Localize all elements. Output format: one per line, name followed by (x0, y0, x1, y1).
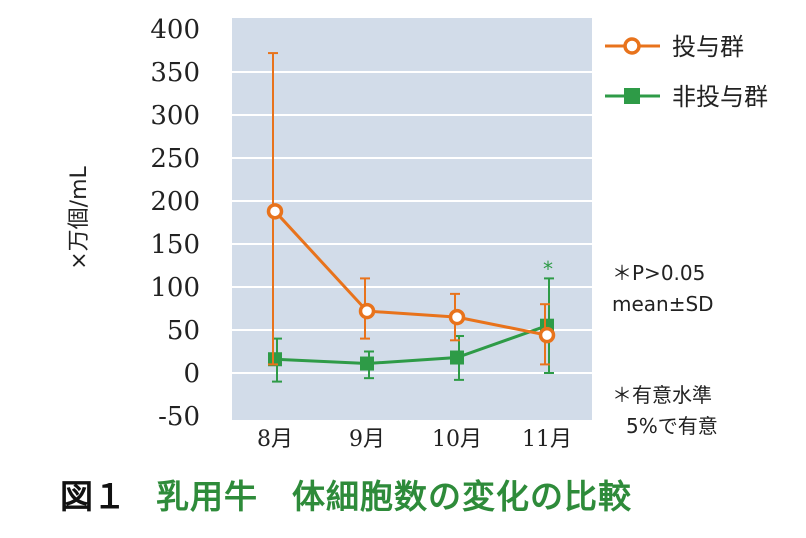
y-tick-label: 400 (150, 15, 200, 45)
legend-marker-undosed (624, 88, 640, 104)
y-tick-label: 350 (150, 58, 200, 88)
legend-label-undosed: 非投与群 (672, 83, 768, 111)
data-point (538, 326, 556, 344)
note-mean-sd: mean±SD (612, 292, 714, 316)
significance-marker: * (543, 257, 553, 281)
series-layer (266, 52, 556, 383)
y-axis-label: ×万個/mL (67, 165, 92, 269)
y-tick-label: 0 (183, 359, 200, 389)
data-point (448, 308, 466, 326)
x-tick-label: 11月 (522, 427, 572, 452)
x-tick-label: 10月 (432, 427, 482, 452)
legend: 投与群 非投与群 (605, 33, 768, 111)
y-tick-label: 250 (150, 144, 200, 174)
data-point (360, 356, 374, 371)
series-line (273, 210, 548, 337)
note-p-value: ＊P>0.05 (612, 261, 705, 285)
figure-number: 図１ (60, 477, 126, 516)
data-point (266, 203, 284, 220)
figure-title: 乳用牛 体細胞数の変化の比較 (156, 477, 632, 516)
legend-marker-dosed (623, 37, 641, 55)
chart: 400 350 300 250 200 150 100 50 0 -50 8月 9月 10月 11月 ×… (67, 15, 768, 452)
y-tick-label: 150 (150, 230, 200, 260)
data-point (358, 302, 376, 320)
series-dosed (266, 52, 556, 366)
figure-caption: 図１ 乳用牛 体細胞数の変化の比較 (60, 470, 632, 518)
notes: ＊P>0.05 mean±SD ＊有意水準 5%で有意 (612, 261, 718, 438)
x-tick-label: 9月 (349, 427, 385, 452)
data-point (450, 350, 464, 365)
y-tick-label: 200 (150, 187, 200, 217)
y-tick-label: 50 (167, 316, 200, 346)
y-tick-label: -50 (158, 402, 200, 432)
data-point (268, 352, 282, 367)
x-tick-label: 8月 (257, 427, 293, 452)
y-tick-label: 300 (150, 101, 200, 131)
y-tick-labels: 400 350 300 250 200 150 100 50 0 -50 (150, 15, 200, 432)
legend-label-dosed: 投与群 (672, 33, 744, 61)
series-line (274, 324, 548, 366)
note-significance-level: ＊有意水準 (612, 383, 712, 407)
note-significance-5pct: 5%で有意 (626, 414, 718, 438)
y-tick-label: 100 (150, 273, 200, 303)
x-tick-labels: 8月 9月 10月 11月 (257, 427, 572, 452)
plot-background (232, 18, 592, 420)
